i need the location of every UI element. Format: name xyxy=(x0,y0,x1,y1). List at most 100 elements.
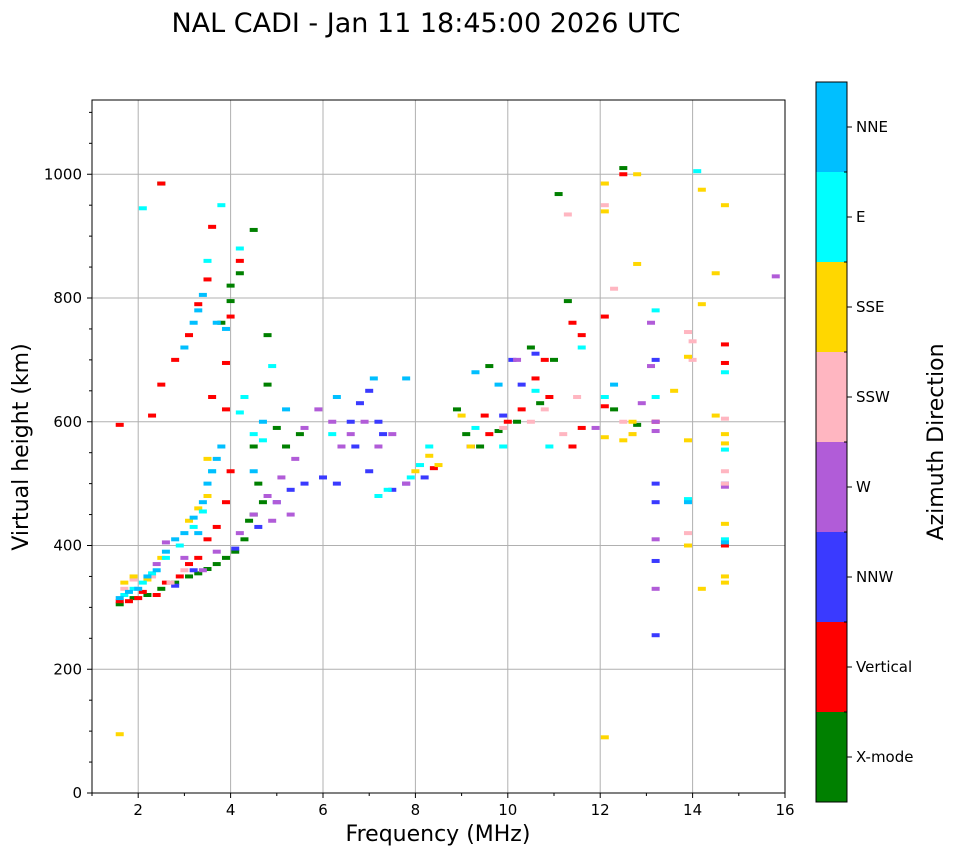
data-point-sse xyxy=(194,506,203,511)
data-point-x-mode xyxy=(536,401,545,406)
data-point-e xyxy=(471,425,480,430)
data-point-e xyxy=(217,203,226,208)
data-point-vertical xyxy=(221,360,230,365)
data-point-ssw xyxy=(720,481,729,486)
data-point-nne xyxy=(494,382,503,387)
data-point-sse xyxy=(466,444,475,449)
data-point-x-mode xyxy=(485,364,494,369)
data-point-x-mode xyxy=(494,429,503,434)
data-point-x-mode xyxy=(513,419,522,424)
data-point-nnw xyxy=(346,419,355,424)
data-point-nne xyxy=(124,589,133,594)
colorbar-title: Azimuth Direction xyxy=(924,343,949,540)
data-point-x-mode xyxy=(254,481,263,486)
data-point-vertical xyxy=(577,333,586,338)
data-point-e xyxy=(189,524,198,529)
data-point-ssw xyxy=(600,203,609,208)
data-point-x-mode xyxy=(282,444,291,449)
data-point-e xyxy=(720,447,729,452)
data-point-vertical xyxy=(175,574,184,579)
data-point-sse xyxy=(697,302,706,307)
data-point-x-mode xyxy=(452,407,461,412)
colorbar-frame xyxy=(815,81,848,803)
y-tick-label: 200 xyxy=(53,660,82,678)
data-point-nnw xyxy=(508,357,517,362)
data-point-nnw xyxy=(531,351,540,356)
data-point-sse xyxy=(600,435,609,440)
data-point-vertical xyxy=(134,596,143,601)
data-point-sse xyxy=(683,438,692,443)
data-point-x-mode xyxy=(619,166,628,171)
colorbar-segment xyxy=(816,82,847,172)
data-point-e xyxy=(268,364,277,369)
data-point-sse xyxy=(720,432,729,437)
data-point-x-mode xyxy=(554,192,563,197)
data-point-nne xyxy=(471,370,480,375)
x-tick-label: 12 xyxy=(591,801,610,819)
data-point-ssw xyxy=(683,330,692,335)
data-point-nnw xyxy=(651,558,660,563)
data-point-w xyxy=(180,555,189,560)
y-tick-label: 800 xyxy=(53,289,82,307)
data-point-x-mode xyxy=(194,571,203,576)
data-point-x-mode xyxy=(212,562,221,567)
data-point-e xyxy=(406,475,415,480)
data-point-x-mode xyxy=(185,574,194,579)
data-point-nnw xyxy=(300,481,309,486)
y-axis-label: Virtual height (km) xyxy=(9,343,34,550)
data-point-e xyxy=(120,593,129,597)
data-point-nne xyxy=(143,574,152,579)
data-point-vertical xyxy=(720,543,729,548)
colorbar-label: SSW xyxy=(856,388,890,406)
data-point-e xyxy=(416,463,425,468)
data-point-x-mode xyxy=(476,444,485,449)
data-point-nne xyxy=(402,376,411,381)
y-tick-label: 400 xyxy=(53,537,82,555)
data-point-ssw xyxy=(619,419,628,424)
data-point-sse xyxy=(697,187,706,192)
data-point-ssw xyxy=(573,395,582,399)
data-point-e xyxy=(693,169,702,174)
data-point-sse xyxy=(633,172,642,177)
colorbar-label: W xyxy=(856,478,871,496)
data-point-nne xyxy=(180,531,189,536)
data-point-w xyxy=(314,407,323,412)
data-point-sse xyxy=(697,586,706,591)
data-point-nnw xyxy=(651,481,660,486)
data-point-ssw xyxy=(540,407,549,412)
data-point-nne xyxy=(249,469,258,474)
data-point-sse xyxy=(683,354,692,359)
data-point-ssw xyxy=(120,586,129,591)
data-point-nne xyxy=(212,320,221,325)
data-point-x-mode xyxy=(217,320,226,325)
data-point-vertical xyxy=(124,599,133,604)
data-point-vertical xyxy=(568,444,577,449)
data-point-vertical xyxy=(720,342,729,347)
data-points xyxy=(115,166,780,740)
data-point-ssw xyxy=(559,432,568,437)
data-point-nne xyxy=(610,382,619,387)
data-point-w xyxy=(651,586,660,591)
colorbar-label: E xyxy=(856,208,865,226)
data-point-sse xyxy=(720,441,729,446)
data-point-nnw xyxy=(231,546,240,551)
data-point-nne xyxy=(198,500,207,505)
data-point-x-mode xyxy=(235,271,244,276)
data-point-nnw xyxy=(171,583,180,588)
data-point-vertical xyxy=(720,360,729,365)
data-point-nne xyxy=(221,326,230,331)
data-point-sse xyxy=(720,203,729,208)
data-point-nne xyxy=(194,531,203,536)
data-point-vertical xyxy=(235,258,244,263)
data-point-sse xyxy=(720,574,729,579)
data-point-sse xyxy=(600,735,609,740)
data-point-sse xyxy=(434,463,443,468)
data-point-nnw xyxy=(365,469,374,474)
data-point-x-mode xyxy=(563,299,572,304)
data-point-sse xyxy=(711,271,720,276)
data-point-w xyxy=(360,419,369,424)
data-point-nne xyxy=(189,515,198,520)
data-point-w xyxy=(513,357,522,362)
colorbar-segment xyxy=(816,262,847,352)
colorbar-label: SSE xyxy=(856,298,885,316)
